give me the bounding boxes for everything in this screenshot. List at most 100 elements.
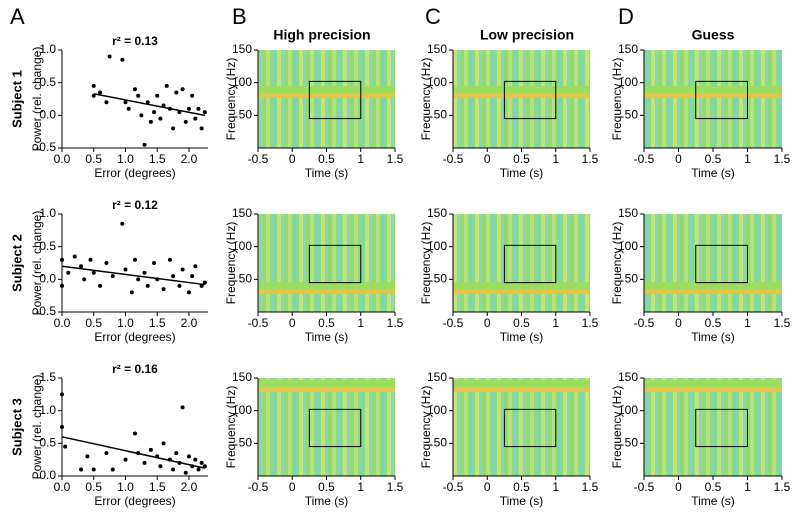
y-tick-label: 0.5: [39, 239, 56, 253]
x-tick-label: -0.5: [634, 480, 655, 494]
x-tick-label: 1: [552, 316, 559, 330]
data-point: [183, 119, 188, 124]
data-point: [148, 447, 153, 452]
spectrogram: [258, 214, 395, 312]
data-point: [91, 83, 96, 88]
data-point: [142, 142, 147, 147]
x-tick-label: 1.5: [387, 480, 404, 494]
x-axis-label: Error (degrees): [94, 166, 175, 180]
x-tick-label: 1.5: [774, 480, 791, 494]
data-point: [123, 457, 128, 462]
x-tick-label: 1: [357, 480, 364, 494]
x-tick-label: 0.5: [318, 480, 335, 494]
x-tick-label: 1.0: [117, 152, 134, 166]
y-axis-label: Frequency (Hz): [610, 58, 624, 141]
x-tick-label: 1.5: [387, 316, 404, 330]
plot-title: r² = 0.16: [112, 362, 158, 376]
y-axis-label: Frequency (Hz): [610, 222, 624, 305]
plot-title: r² = 0.13: [112, 34, 158, 48]
y-tick-label: 0.5: [39, 75, 56, 89]
x-tick-label: 1.5: [582, 316, 599, 330]
data-point: [174, 90, 179, 95]
y-tick-label: 100: [618, 75, 638, 89]
data-point: [164, 83, 169, 88]
y-tick-label: 50: [434, 108, 448, 122]
data-point: [186, 106, 191, 111]
data-point: [123, 267, 128, 272]
x-tick-label: 1: [552, 480, 559, 494]
x-tick-label: -0.5: [248, 480, 269, 494]
y-tick-label: 150: [232, 370, 252, 384]
data-point: [104, 261, 109, 265]
spectrogram: [644, 214, 782, 312]
y-tick-label: 100: [427, 239, 447, 253]
x-tick-label: -0.5: [443, 480, 464, 494]
data-point: [79, 467, 84, 472]
y-tick-label: 50: [239, 436, 253, 450]
data-point: [152, 261, 157, 265]
y-tick-label: 1.5: [39, 370, 56, 384]
x-tick-label: 0.0: [54, 480, 71, 494]
y-tick-label: 0.0: [39, 108, 56, 122]
data-point: [148, 119, 153, 124]
x-tick-label: 1.5: [149, 480, 166, 494]
y-tick-label: 50: [434, 436, 448, 450]
data-point: [104, 451, 109, 456]
data-point: [171, 274, 176, 279]
spectrogram: [453, 214, 590, 312]
y-axis-label: Power (rel. change): [30, 375, 44, 480]
x-tick-label: 0.5: [318, 152, 335, 166]
y-axis-label: Frequency (Hz): [419, 386, 433, 469]
x-axis-label: Time (s): [691, 494, 735, 508]
data-point: [190, 274, 195, 279]
y-axis-label: Frequency (Hz): [224, 222, 238, 305]
y-tick-label: 150: [232, 206, 252, 220]
x-tick-label: 0.5: [85, 152, 102, 166]
y-tick-label: 150: [232, 42, 252, 56]
analysis-window: [308, 80, 362, 120]
x-tick-label: -0.5: [443, 152, 464, 166]
row-label: Subject 3: [9, 398, 24, 456]
plot-title: r² = 0.12: [112, 198, 158, 212]
data-point: [142, 460, 147, 465]
y-axis-label: Power (rel. change): [30, 211, 44, 316]
y-tick-label: 0.0: [39, 272, 56, 286]
data-point: [82, 277, 87, 282]
analysis-window: [308, 244, 362, 284]
data-point: [193, 264, 198, 269]
y-axis-label: Frequency (Hz): [419, 222, 433, 305]
x-tick-label: 1.5: [582, 152, 599, 166]
x-tick-label: 0.5: [513, 152, 530, 166]
data-point: [107, 54, 112, 59]
y-tick-label: 150: [618, 42, 638, 56]
y-tick-label: 100: [427, 403, 447, 417]
data-point: [60, 257, 64, 262]
data-point: [142, 270, 147, 275]
x-axis-label: Time (s): [500, 166, 544, 180]
data-point: [136, 277, 141, 282]
x-tick-label: 0.0: [54, 152, 71, 166]
x-tick-label: -0.5: [634, 316, 655, 330]
data-point: [126, 106, 131, 111]
x-tick-label: 1: [744, 480, 751, 494]
y-tick-label: 50: [625, 436, 639, 450]
panel-letter: A: [10, 4, 25, 29]
data-point: [88, 257, 93, 262]
data-point: [199, 126, 204, 131]
data-point: [180, 87, 185, 92]
y-tick-label: 0.0: [39, 468, 56, 482]
x-axis-label: Time (s): [691, 166, 735, 180]
data-point: [202, 280, 207, 285]
data-point: [63, 444, 68, 449]
x-tick-label: -0.5: [248, 316, 269, 330]
data-point: [193, 457, 198, 462]
x-tick-label: 0.5: [513, 480, 530, 494]
y-tick-label: 150: [427, 206, 447, 220]
y-tick-label: 1.0: [39, 206, 56, 220]
data-point: [79, 264, 84, 269]
analysis-window: [503, 244, 557, 284]
data-point: [133, 431, 137, 436]
y-tick-label: -0.5: [35, 304, 56, 318]
x-axis-label: Time (s): [691, 330, 735, 344]
x-tick-label: 0: [484, 152, 491, 166]
